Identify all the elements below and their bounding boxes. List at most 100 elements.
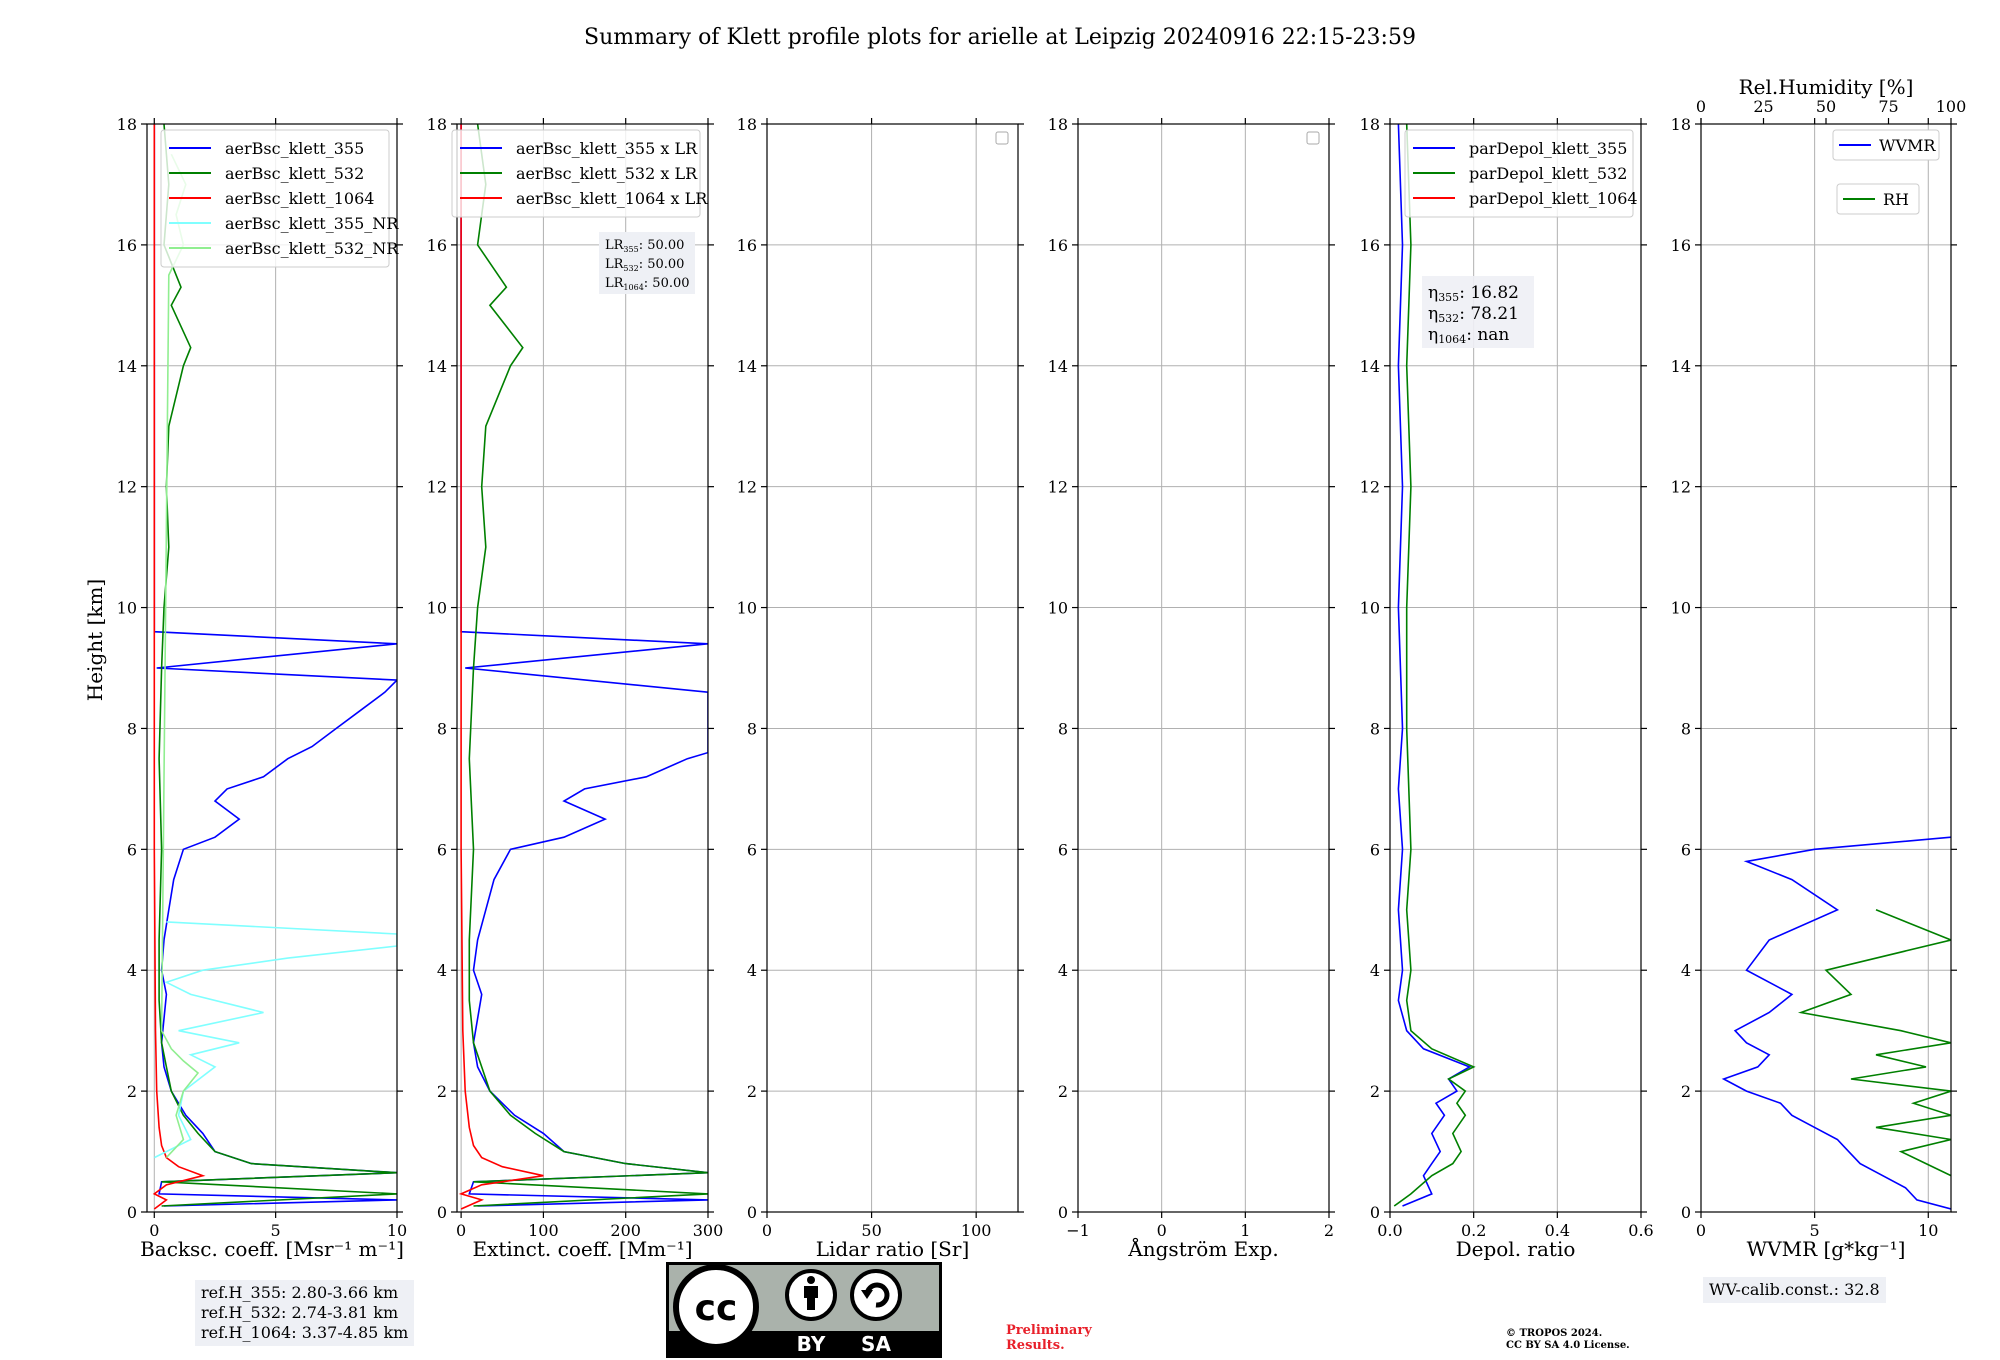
y-tick-label: 18: [117, 115, 137, 134]
y-tick-label: 4: [1058, 961, 1068, 980]
y-tick-label: 18: [427, 115, 447, 134]
x-tick-label: 5: [271, 1221, 281, 1240]
y-tick-label: 2: [437, 1082, 447, 1101]
x-tick-label: 2: [1324, 1221, 1334, 1240]
y-tick-label: 12: [737, 478, 757, 497]
annotation-line: η1064: nan: [1428, 325, 1509, 346]
x-tick-label: 0.0: [1377, 1221, 1402, 1240]
series-line-parDepol_klett_532: [1393, 124, 1476, 1207]
axes-frame: [146, 123, 398, 1213]
y-tick-label: 14: [117, 357, 137, 376]
preliminary-line-2: Results.: [1006, 1338, 1065, 1353]
top-x-axis-label: Rel.Humidity [%]: [1739, 75, 1914, 99]
x-tick-label: 50: [861, 1221, 881, 1240]
x-tick-label: 100: [528, 1221, 559, 1240]
x-tick-label: 200: [610, 1221, 641, 1240]
copyright-line-1: © TROPOS 2024.: [1506, 1328, 1603, 1339]
x-axis-label-ang: Ångström Exp.: [1127, 1236, 1278, 1261]
annotation-line: η355: 16.82: [1428, 283, 1519, 304]
top-x-tick-label: 25: [1753, 97, 1773, 116]
axes-frame: [456, 123, 709, 1213]
x-tick-label: 10: [387, 1221, 407, 1240]
x-axis-label-ext: Extinct. coeff. [Mm⁻¹]: [472, 1237, 692, 1261]
annotation-ext: LR355: 50.00 LR532: 50.00 LR1064: 50.00: [599, 232, 695, 294]
wv-calib-box: WV-calib.const.: 32.8: [1703, 1277, 1886, 1303]
plot-area-bsc: [152, 124, 397, 1210]
y-tick-label: 4: [1681, 961, 1691, 980]
legend-label: RH: [1883, 190, 1909, 209]
y-tick-label: 8: [1681, 719, 1691, 738]
y-tick-label: 14: [737, 357, 757, 376]
y-tick-label: 2: [127, 1082, 137, 1101]
series-line-aerBsc_klett_532-x-LR: [468, 124, 708, 1207]
y-axis-label: Height [km]: [83, 579, 107, 701]
top-x-tick-label: 0: [1696, 97, 1706, 116]
y-tick-label: 10: [427, 599, 447, 618]
y-tick-label: 18: [737, 115, 757, 134]
annotation-box: [1422, 276, 1534, 348]
annotation-line: LR355: 50.00: [605, 238, 684, 254]
y-tick-label: 16: [117, 236, 137, 255]
x-tick-label: 1: [1240, 1221, 1250, 1240]
series-line-aerBsc_klett_355_NR: [153, 921, 397, 1159]
y-tick-label: 10: [1048, 599, 1068, 618]
empty-legend-box: [1306, 131, 1320, 145]
figure-title: Summary of Klett profile plots for ariel…: [584, 25, 1416, 50]
legend-label: aerBsc_klett_532_NR: [225, 239, 399, 258]
y-tick-label: 12: [1048, 478, 1068, 497]
y-tick-label: 6: [1681, 840, 1691, 859]
y-tick-label: 14: [427, 357, 447, 376]
wv-calib-text: WV-calib.const.: 32.8: [1709, 1280, 1880, 1299]
y-tick-label: 8: [1058, 719, 1068, 738]
legend-ext: aerBsc_klett_355 x LR aerBsc_klett_532 x …: [451, 129, 708, 218]
sa-label: SA: [861, 1332, 891, 1356]
x-tick-label: 0.6: [1628, 1221, 1653, 1240]
y-tick-label: 12: [427, 478, 447, 497]
y-tick-label: 4: [747, 961, 757, 980]
y-tick-label: 6: [747, 840, 757, 859]
legend-label: aerBsc_klett_532 x LR: [516, 164, 698, 183]
legend-box: [160, 129, 390, 268]
x-tick-label: 100: [961, 1221, 992, 1240]
preliminary-results-note: Preliminary Results.: [1006, 1323, 1092, 1353]
attribution-icon: [785, 1269, 837, 1321]
y-tick-label: 18: [1671, 115, 1691, 134]
reference-height-box: ref.H_355: 2.80-3.66 km ref.H_532: 2.74-…: [195, 1280, 415, 1346]
y-tick-label: 16: [737, 236, 757, 255]
y-tick-label: 2: [1681, 1082, 1691, 1101]
series-line-RH: [1797, 909, 1951, 1177]
y-tick-label: 8: [127, 719, 137, 738]
y-tick-label: 14: [1360, 357, 1380, 376]
x-axis-label-lr: Lidar ratio [Sr]: [816, 1237, 970, 1261]
cc-label: cc: [695, 1288, 738, 1329]
series-line-aerBsc_klett_532: [158, 124, 397, 1207]
y-tick-label: 14: [1048, 357, 1068, 376]
y-tick-label: 4: [1370, 961, 1380, 980]
y-tick-label: 10: [737, 599, 757, 618]
y-tick-label: 12: [1671, 478, 1691, 497]
axes-frame: [766, 123, 1019, 1213]
legend-label: WVMR: [1879, 136, 1936, 155]
empty-legend-box: [995, 131, 1009, 145]
y-tick-label: 2: [1058, 1082, 1068, 1101]
y-tick-label: 2: [1370, 1082, 1380, 1101]
y-tick-label: 6: [1058, 840, 1068, 859]
x-axis-label-bsc: Backsc. coeff. [Msr⁻¹ m⁻¹]: [140, 1237, 404, 1261]
ref-h-532: ref.H_532: 2.74-3.81 km: [201, 1303, 399, 1322]
y-tick-label: 0: [127, 1203, 137, 1222]
y-tick-label: 18: [1360, 115, 1380, 134]
y-tick-label: 10: [117, 599, 137, 618]
top-x-tick-label: 50: [1816, 97, 1836, 116]
x-tick-label: −1: [1066, 1221, 1090, 1240]
axes-frame: [1389, 123, 1642, 1213]
legend-label: aerBsc_klett_355_NR: [225, 214, 399, 233]
legend-label: aerBsc_klett_1064: [225, 189, 374, 208]
legend-label: parDepol_klett_355: [1469, 139, 1627, 158]
x-tick-label: 0: [762, 1221, 772, 1240]
y-tick-label: 10: [1671, 599, 1691, 618]
